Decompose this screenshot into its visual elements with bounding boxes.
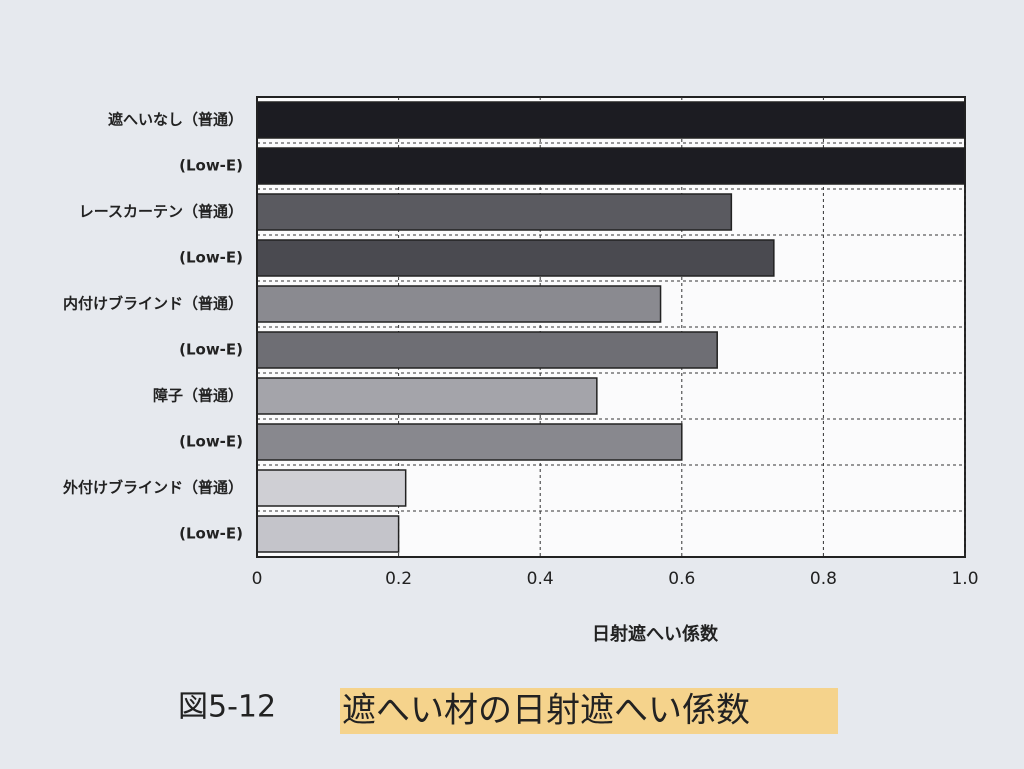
bar xyxy=(256,193,733,231)
x-tick-label: 0.2 xyxy=(385,569,412,589)
x-tick-label: 0.8 xyxy=(810,569,837,589)
x-tick-label: 0.6 xyxy=(668,569,695,589)
x-tick-label: 1.0 xyxy=(951,569,978,589)
title-highlight xyxy=(340,688,838,734)
bar xyxy=(256,331,718,369)
y-tick-label: (Low-E) xyxy=(179,341,243,359)
bar xyxy=(256,377,598,415)
bar xyxy=(256,423,683,461)
y-tick-label: (Low-E) xyxy=(179,525,243,543)
bar xyxy=(256,285,662,323)
bar xyxy=(256,515,400,553)
x-tick-label: 0 xyxy=(252,569,263,589)
y-tick-label: 障子（普通） xyxy=(153,387,243,405)
bar xyxy=(256,147,966,185)
y-tick-label: (Low-E) xyxy=(179,249,243,267)
y-tick-label: レースカーテン（普通） xyxy=(79,203,243,221)
bar xyxy=(256,239,775,277)
y-tick-label: (Low-E) xyxy=(179,433,243,451)
figure-number: 図5-12 xyxy=(178,690,276,725)
x-axis-label: 日射遮へい係数 xyxy=(592,623,719,645)
y-tick-label: 内付けブラインド（普通） xyxy=(63,295,243,313)
y-tick-label: 遮へいなし（普通） xyxy=(108,111,243,129)
bar xyxy=(256,469,407,507)
bar xyxy=(256,101,966,139)
chart-title: 遮へい材の日射遮へい係数 xyxy=(342,691,750,731)
y-tick-label: (Low-E) xyxy=(179,157,243,175)
y-tick-label: 外付けブラインド（普通） xyxy=(62,479,243,497)
x-tick-label: 0.4 xyxy=(527,569,554,589)
